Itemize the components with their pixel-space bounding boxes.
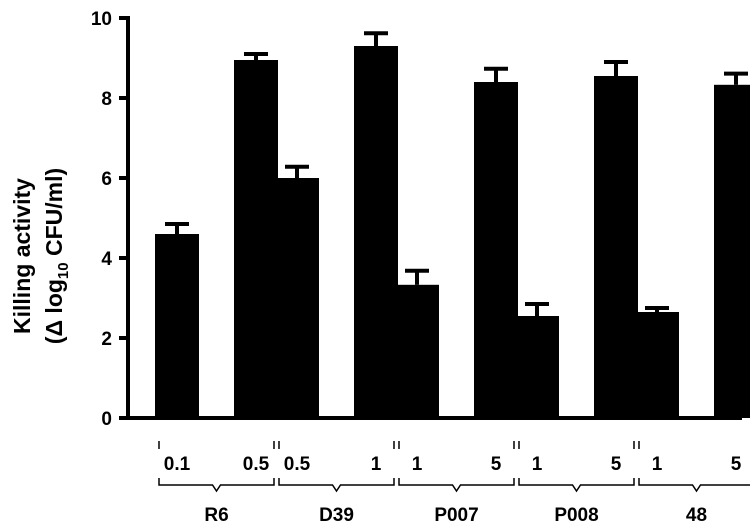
y-axis-label-suffix: CFU/ml) — [41, 168, 67, 263]
group-label: P007 — [434, 505, 478, 526]
y-tick-label: 10 — [91, 9, 112, 30]
group-label: D39 — [319, 505, 354, 526]
y-tick-label: 2 — [101, 329, 112, 350]
category-label: 1 — [652, 454, 663, 475]
bar — [354, 46, 398, 418]
bar — [714, 84, 750, 419]
group-label: P008 — [554, 505, 598, 526]
group-bracket-top — [278, 441, 395, 449]
group-bracket — [398, 478, 515, 493]
bar — [474, 82, 518, 418]
y-axis-label-subscript: 10 — [55, 262, 72, 279]
category-label: 5 — [611, 454, 622, 475]
category-label: 5 — [491, 454, 502, 475]
category-labels: 0.1 0.5 R6 0.5 1 D39 1 5 P007 1 5 P008 1 5 48 — [158, 441, 750, 526]
group-bracket — [278, 478, 395, 493]
y-axis-title: Killing activity (Δ log10 CFU/ml) — [9, 168, 72, 344]
y-tick-label: 0 — [101, 409, 112, 430]
group-bracket-top — [398, 441, 515, 449]
y-tick-label: 8 — [101, 89, 112, 110]
category-label: 1 — [412, 454, 423, 475]
bar — [234, 60, 278, 418]
group-bracket-top — [638, 441, 640, 449]
y-axis-label-line-1: Killing activity — [9, 178, 35, 334]
group-bracket-top — [158, 441, 275, 449]
group-bracket — [638, 478, 750, 493]
bar — [594, 76, 638, 418]
bar — [515, 316, 559, 418]
group-label: 48 — [686, 505, 707, 526]
category-label: 1 — [532, 454, 543, 475]
group-bracket-top — [518, 441, 635, 449]
bar — [155, 234, 199, 418]
bar — [275, 178, 319, 418]
y-axis-label-line-2: (Δ log10 CFU/ml) — [41, 168, 72, 344]
bar — [635, 312, 679, 418]
category-label: 0.1 — [164, 454, 191, 475]
group-bracket — [158, 478, 275, 493]
category-label: 0.5 — [243, 454, 270, 475]
bar — [395, 284, 439, 418]
y-tick-label: 6 — [101, 169, 112, 190]
bar-series — [155, 31, 750, 419]
y-axis-label-prefix: (Δ log — [41, 279, 67, 344]
category-label: 0.5 — [284, 454, 311, 475]
category-label: 5 — [731, 454, 742, 475]
category-label: 1 — [371, 454, 382, 475]
group-label: R6 — [204, 505, 228, 526]
y-tick-label: 4 — [101, 249, 112, 270]
group-bracket — [518, 478, 635, 493]
